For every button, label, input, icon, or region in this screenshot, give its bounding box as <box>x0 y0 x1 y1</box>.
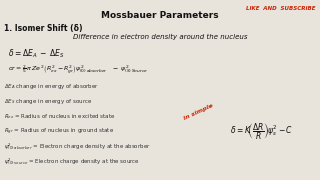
Text: $\delta = \Delta E_A \;-\; \Delta E_S$: $\delta = \Delta E_A \;-\; \Delta E_S$ <box>8 48 65 60</box>
Text: Mossbauer Parameters: Mossbauer Parameters <box>101 11 219 20</box>
Text: 1. Isomer Shift (δ): 1. Isomer Shift (δ) <box>4 24 83 33</box>
Text: LIKE  AND  SUBSCRIBE: LIKE AND SUBSCRIBE <box>245 6 315 11</box>
Text: in simple: in simple <box>182 103 213 121</box>
Text: $\delta = K\!\left(\dfrac{\Delta R}{R}\right)\!\psi_s^2 - C$: $\delta = K\!\left(\dfrac{\Delta R}{R}\r… <box>230 122 293 142</box>
Text: $R_{gr}$ = Radius of nucleus in ground state: $R_{gr}$ = Radius of nucleus in ground s… <box>4 127 114 137</box>
Text: $\psi^2_{(0)\,source}$ = Electron charge density at the source: $\psi^2_{(0)\,source}$ = Electron charge… <box>4 157 140 167</box>
Text: $\Delta E_S$ change in energy of source: $\Delta E_S$ change in energy of source <box>4 97 92 106</box>
Text: $R_{ex}$ = Radius of nucleus in excited state: $R_{ex}$ = Radius of nucleus in excited … <box>4 112 116 121</box>
Text: $or = \frac{2}{5}\,\pi\, Ze^{\,2}\left(R_{ex}^{\,2} - R_{gr}^{\,2}\right)\psi^{\: $or = \frac{2}{5}\,\pi\, Ze^{\,2}\left(R… <box>8 63 148 76</box>
Text: $\Delta E_A$ change in energy of absorber: $\Delta E_A$ change in energy of absorbe… <box>4 82 99 91</box>
Text: Difference in electron density around the nucleus: Difference in electron density around th… <box>73 34 247 40</box>
Text: $\psi^2_{(0)\,absorber}$ = Electron charge density at the absorber: $\psi^2_{(0)\,absorber}$ = Electron char… <box>4 142 151 152</box>
